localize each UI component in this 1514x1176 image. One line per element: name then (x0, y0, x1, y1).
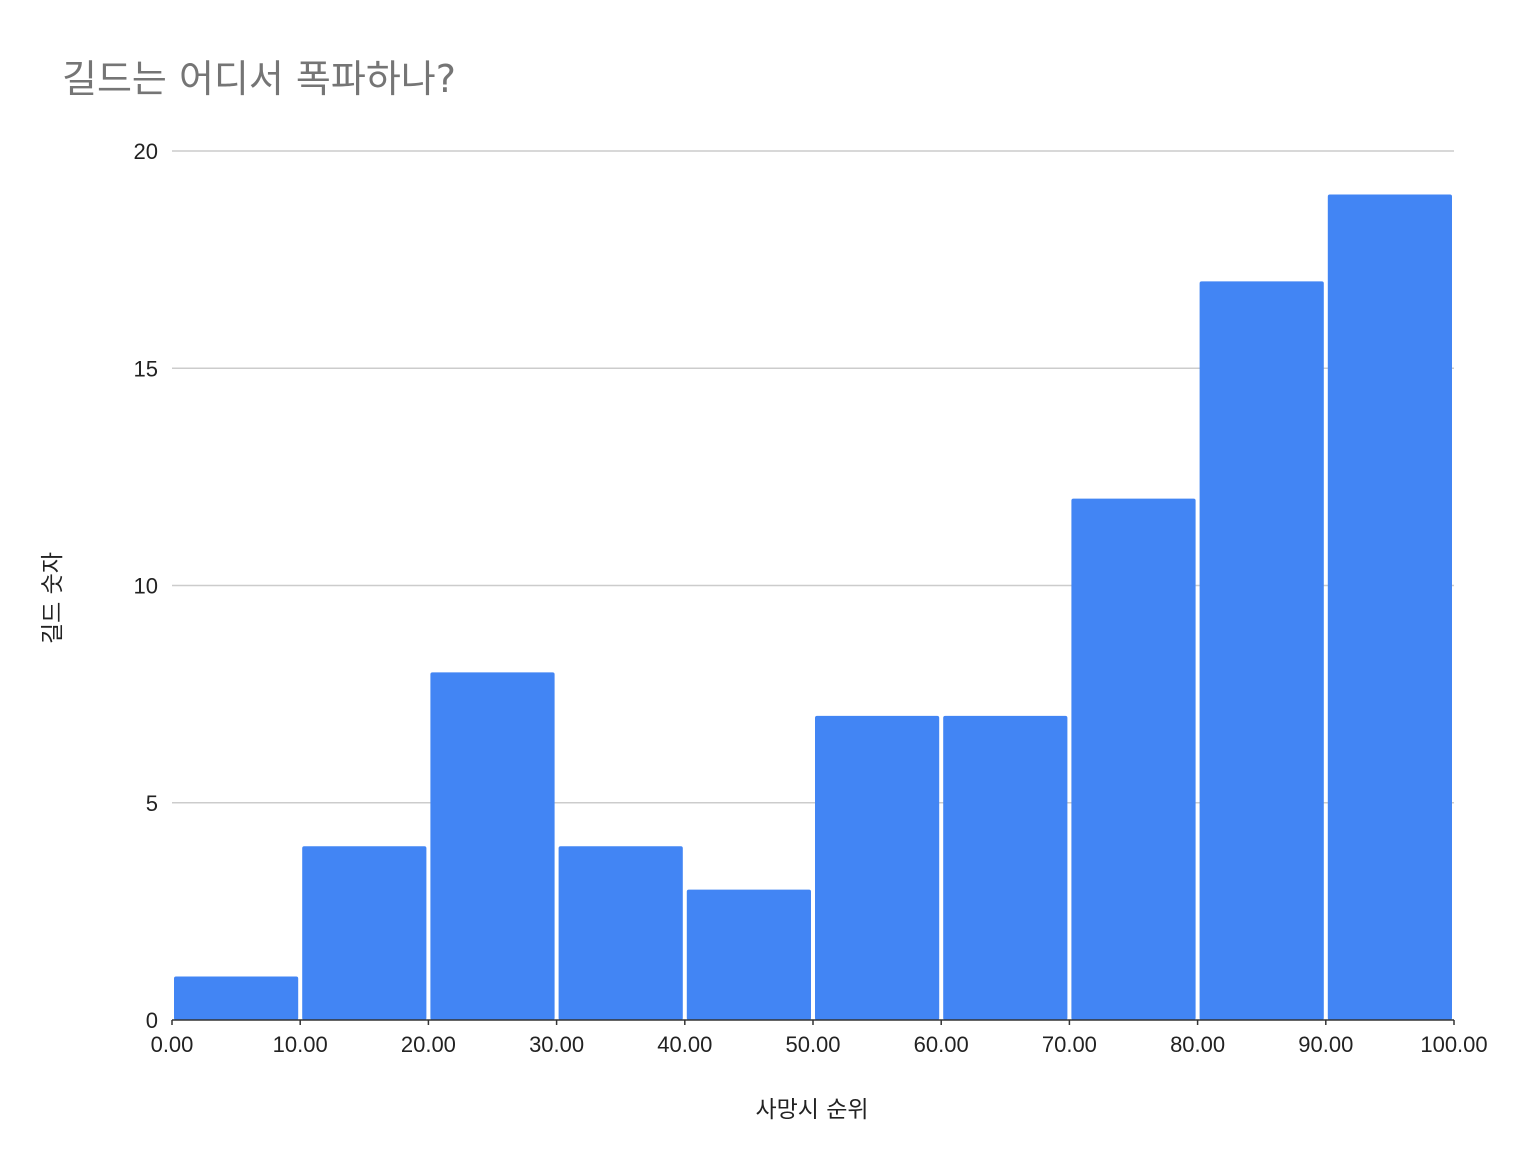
x-tick-label: 20.00 (401, 1032, 456, 1057)
histogram-bar (943, 715, 1068, 1020)
x-tick-label: 40.00 (657, 1032, 712, 1057)
y-tick-label: 15 (134, 356, 158, 381)
x-tick-label: 70.00 (1042, 1032, 1097, 1057)
x-tick-label: 80.00 (1170, 1032, 1225, 1057)
y-tick-label: 5 (146, 791, 158, 816)
y-tick-label: 10 (134, 574, 158, 599)
x-tick-label: 90.00 (1298, 1032, 1353, 1057)
x-tick-label: 0.00 (151, 1032, 194, 1057)
x-axis-title: 사망시 순위 (755, 1097, 869, 1123)
histogram-bar (1071, 498, 1196, 1021)
histogram-bar (302, 846, 427, 1020)
x-tick-label: 50.00 (785, 1032, 840, 1057)
y-tick-label: 0 (146, 1008, 158, 1033)
histogram-bar (815, 715, 940, 1020)
x-tick-label: 60.00 (914, 1032, 969, 1057)
chart-title: 길드는 어디서 폭파하나? (62, 57, 456, 101)
histogram-bar (686, 889, 811, 1020)
histogram-bar (1199, 281, 1324, 1021)
histogram-bar (1327, 194, 1452, 1020)
histogram-bar (430, 672, 555, 1020)
histogram-bar (174, 976, 299, 1020)
y-tick-label: 20 (134, 139, 158, 164)
x-tick-label: 10.00 (273, 1032, 328, 1057)
histogram-bar (558, 846, 683, 1020)
x-tick-label: 100.00 (1420, 1032, 1487, 1057)
x-tick-label: 30.00 (529, 1032, 584, 1057)
